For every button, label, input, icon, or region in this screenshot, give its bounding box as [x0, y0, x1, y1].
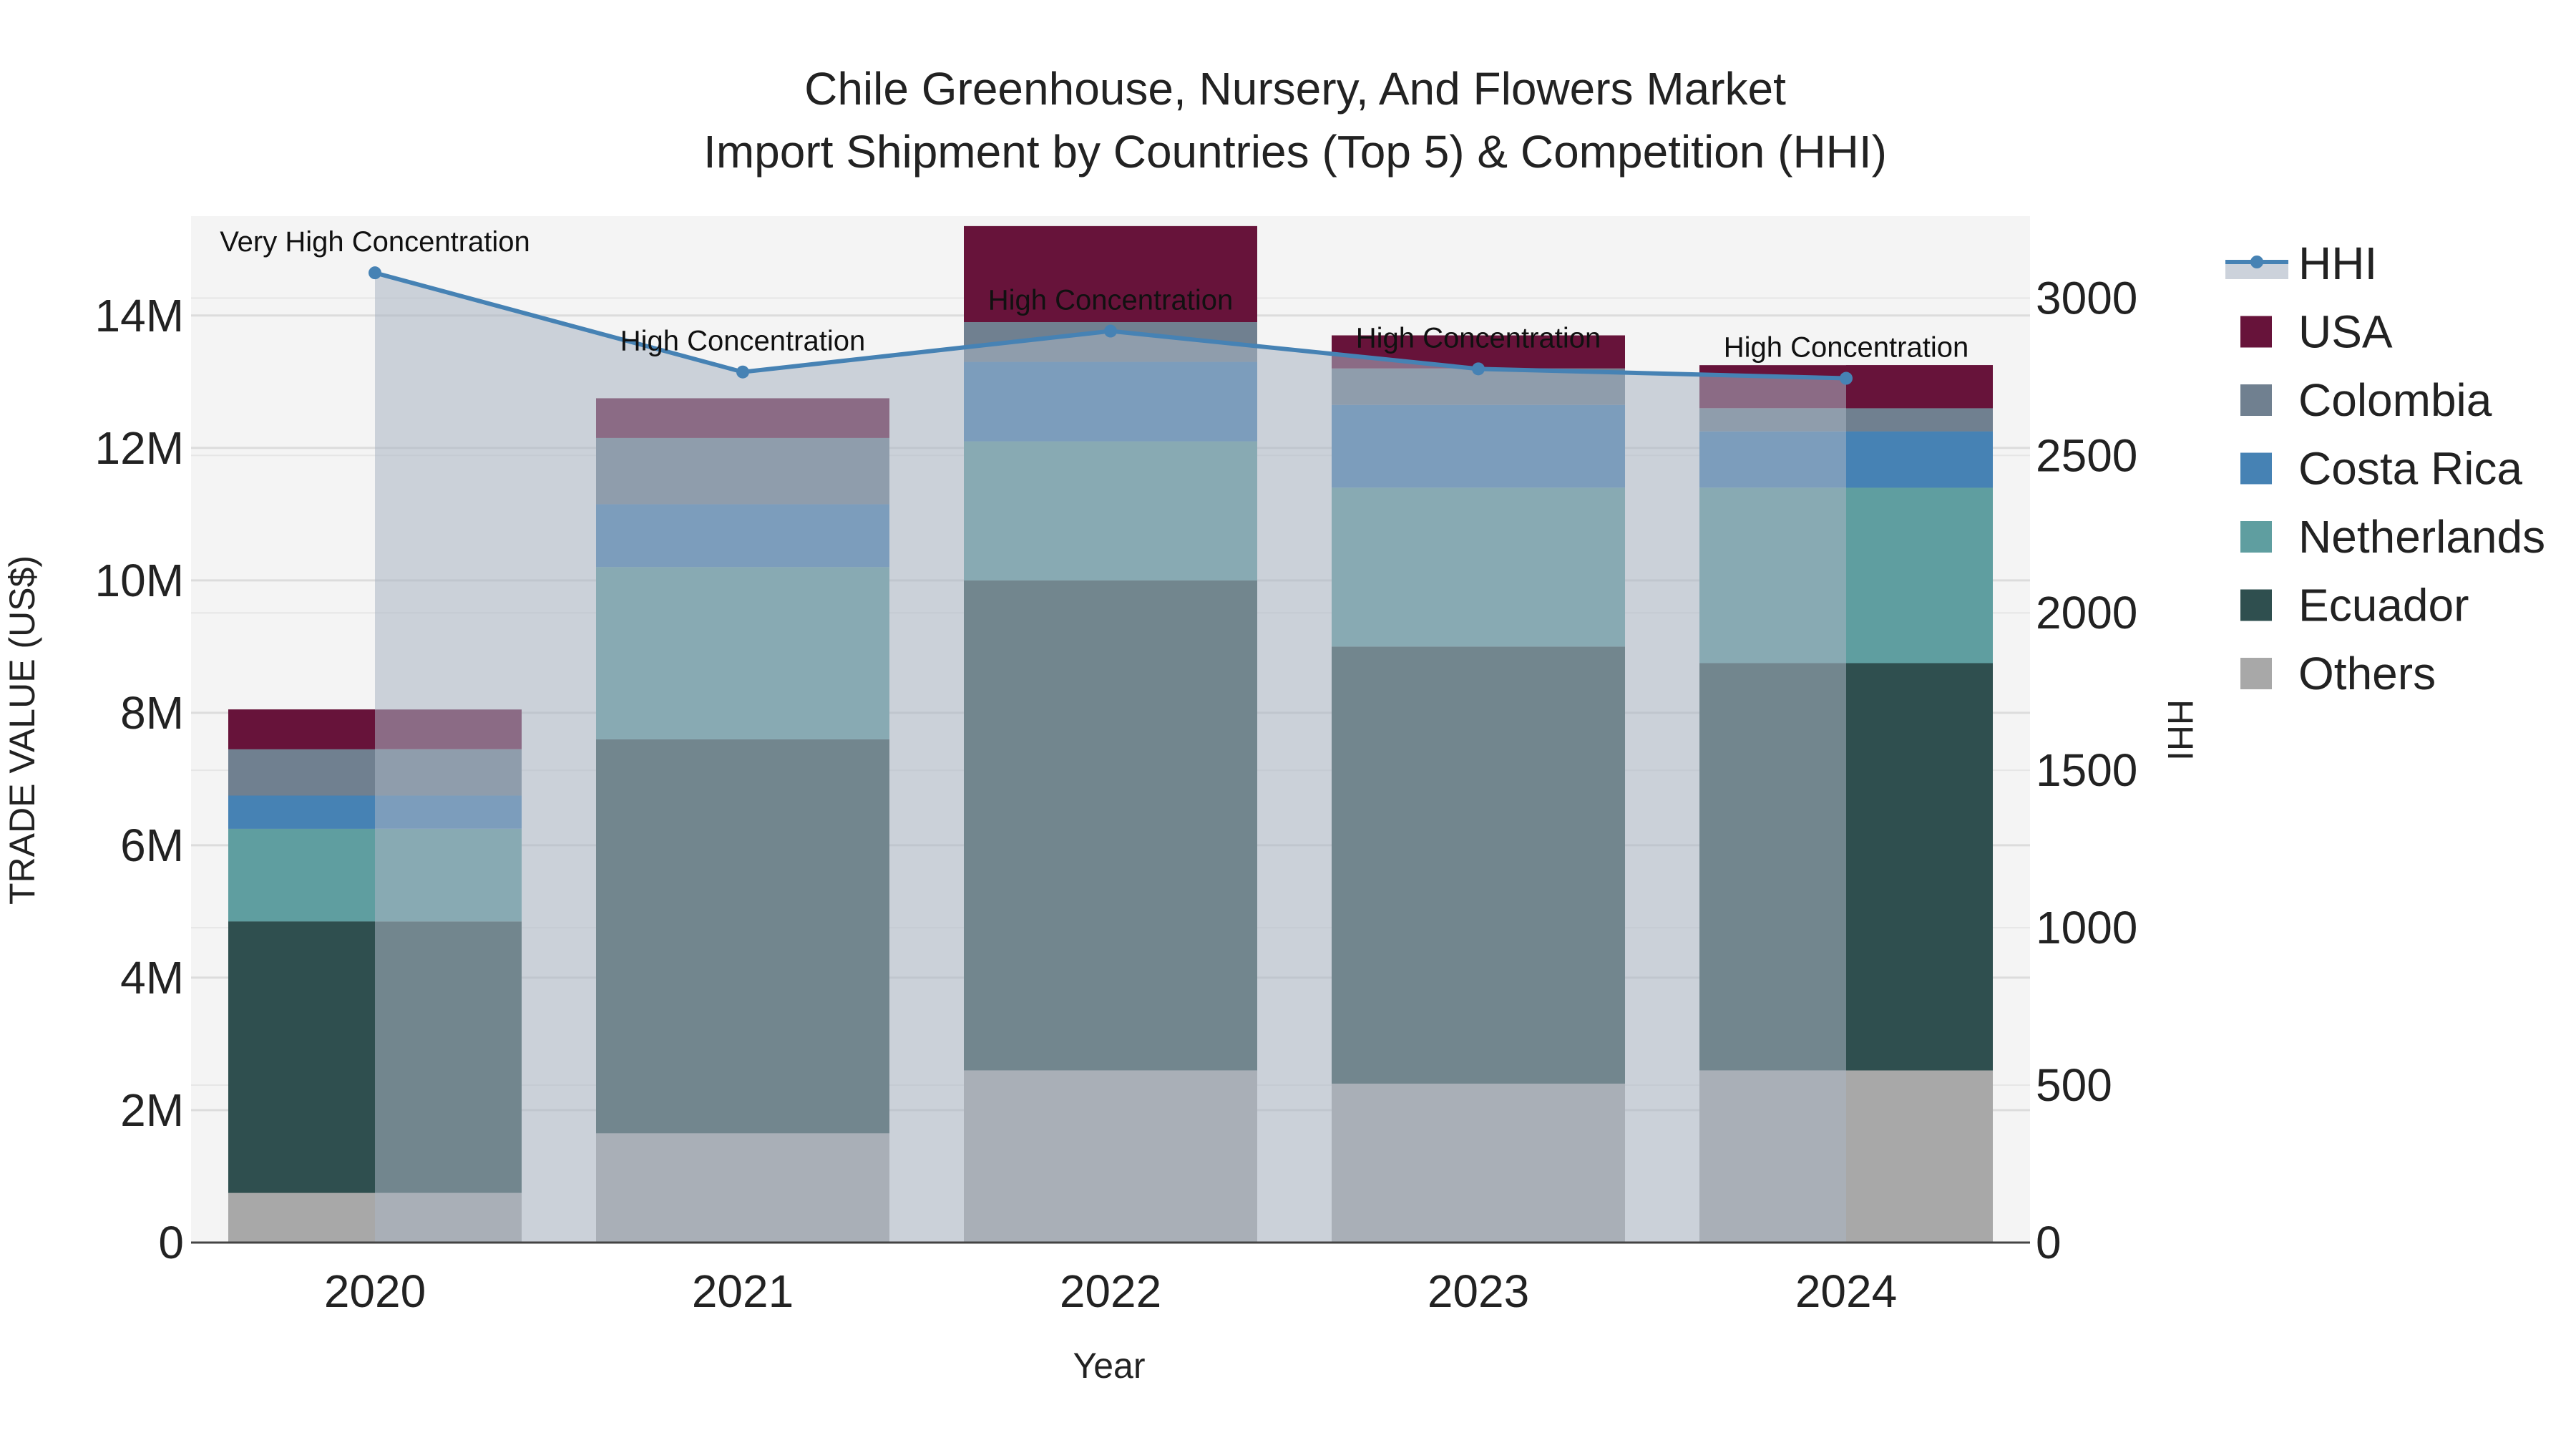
y2-tick-label: 2000 — [2036, 587, 2137, 638]
bar-overlay-others-2020 — [228, 1192, 375, 1243]
legend-item-netherlands[interactable]: Netherlands — [2240, 511, 2545, 563]
bar-overlay-ecuador-2020 — [228, 921, 375, 1193]
bar-overlay-colombia-2020 — [228, 749, 375, 796]
hhi-point-2024 — [1840, 371, 1853, 385]
hhi-point-2022 — [1104, 324, 1117, 338]
bar-overlay-usa-2024 — [1846, 365, 1993, 409]
legend-label-hhi: HHI — [2298, 238, 2377, 289]
x-tick-label-2020: 2020 — [324, 1265, 426, 1317]
y-axis-ticks: 0 2M 4M 6M 8M 10M 12M 14M — [95, 290, 185, 1268]
y2-tick-label: 500 — [2036, 1059, 2112, 1111]
y2-axis-ticks: 0 500 1000 1500 2000 2500 3000 — [2036, 272, 2137, 1268]
legend-item-usa[interactable]: USA — [2240, 306, 2393, 358]
y-axis-title: TRADE VALUE (US$) — [2, 555, 42, 905]
y-tick-label: 6M — [120, 820, 184, 871]
y-tick-label: 4M — [120, 952, 184, 1004]
legend-label-ecuador: Ecuador — [2298, 580, 2469, 631]
x-tick-label-2022: 2022 — [1060, 1265, 1161, 1317]
y2-axis-title: HHI — [2160, 699, 2200, 761]
legend-item-costa-rica[interactable]: Costa Rica — [2240, 443, 2522, 495]
y-tick-label: 12M — [95, 422, 185, 474]
y-tick-label: 8M — [120, 687, 184, 739]
legend-label-costa-rica: Costa Rica — [2298, 443, 2522, 495]
bar-overlay-colombia-2024 — [1846, 408, 1993, 432]
legend-label-others: Others — [2298, 648, 2436, 699]
x-axis-title: Year — [1073, 1346, 1145, 1386]
legend-label-netherlands: Netherlands — [2298, 511, 2545, 563]
bar-overlay-costa-rica-2020 — [228, 795, 375, 829]
bar-overlay-costa-rica-2024 — [1846, 431, 1993, 488]
hhi-annotation-2021: High Concentration — [620, 326, 865, 357]
legend-swatch-hhi-marker — [2250, 256, 2263, 268]
legend-item-colombia[interactable]: Colombia — [2240, 374, 2492, 426]
overlay-bars — [228, 365, 1993, 1243]
y-tick-label: 0 — [158, 1217, 184, 1268]
legend-item-hhi[interactable]: HHI — [2225, 238, 2377, 289]
bar-overlay-netherlands-2024 — [1846, 487, 1993, 664]
y2-tick-label: 0 — [2036, 1217, 2062, 1268]
bar-overlay-others-2024 — [1846, 1070, 1993, 1243]
hhi-annotations: Very High Concentration High Concentratio… — [220, 226, 1968, 363]
legend-swatch-colombia — [2240, 384, 2272, 416]
bar-overlay-netherlands-2020 — [228, 828, 375, 922]
y2-tick-label: 3000 — [2036, 272, 2137, 324]
hhi-point-2023 — [1472, 362, 1485, 376]
legend-item-ecuador[interactable]: Ecuador — [2240, 580, 2469, 631]
hhi-point-2020 — [369, 266, 381, 280]
x-tick-label-2021: 2021 — [692, 1265, 794, 1317]
legend-label-usa: USA — [2298, 306, 2393, 358]
legend-item-others[interactable]: Others — [2240, 648, 2436, 699]
y2-tick-label: 1000 — [2036, 902, 2137, 953]
hhi-annotation-2022: High Concentration — [988, 285, 1233, 316]
y-tick-label: 10M — [95, 555, 185, 606]
y-tick-label: 14M — [95, 290, 185, 341]
legend-label-colombia: Colombia — [2298, 374, 2492, 426]
y-tick-label: 2M — [120, 1084, 184, 1136]
legend: HHI USA Colombia Costa Rica Netherlands Ecuad… — [2225, 238, 2545, 699]
hhi-annotation-2023: High Concentration — [1356, 322, 1601, 354]
bar-overlay-ecuador-2024 — [1846, 663, 1993, 1071]
hhi-annotation-2024: High Concentration — [1724, 332, 1968, 364]
legend-swatch-ecuador — [2240, 589, 2272, 621]
hhi-point-2021 — [736, 365, 749, 379]
legend-swatch-netherlands — [2240, 521, 2272, 553]
legend-swatch-usa — [2240, 316, 2272, 348]
chart-title-line1: Chile Greenhouse, Nursery, And Flowers M… — [804, 63, 1786, 115]
x-axis-ticks: 2020 2021 2022 2023 2024 — [324, 1265, 1897, 1317]
y2-tick-label: 2500 — [2036, 429, 2137, 481]
legend-swatch-others — [2240, 658, 2272, 689]
hhi-area — [375, 273, 1846, 1243]
hhi-annotation-2020: Very High Concentration — [220, 226, 530, 258]
x-tick-label-2023: 2023 — [1428, 1265, 1529, 1317]
bar-overlay-usa-2020 — [228, 709, 375, 749]
legend-swatch-costa-rica — [2240, 452, 2272, 485]
bar-usa-2022 — [964, 225, 1257, 323]
y2-tick-label: 1500 — [2036, 744, 2137, 796]
chart-title-line2: Import Shipment by Countries (Top 5) & C… — [703, 126, 1887, 178]
x-tick-label-2024: 2024 — [1795, 1265, 1897, 1317]
hhi-markers — [369, 266, 1853, 385]
